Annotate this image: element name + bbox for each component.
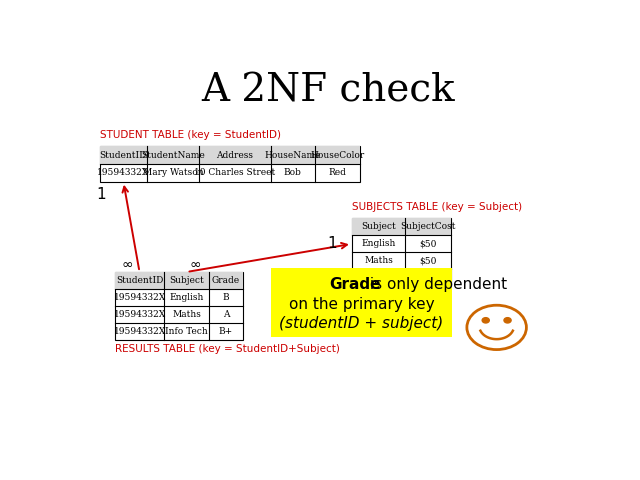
Text: HouseName: HouseName bbox=[264, 151, 321, 160]
Text: $50: $50 bbox=[419, 256, 437, 265]
Text: 1: 1 bbox=[96, 187, 106, 202]
Bar bbox=[352, 218, 451, 287]
Bar bbox=[271, 268, 452, 336]
Text: Mary Watson: Mary Watson bbox=[143, 168, 204, 178]
Text: (studentID + subject): (studentID + subject) bbox=[279, 316, 444, 331]
Text: $100: $100 bbox=[417, 274, 440, 282]
Text: ∞: ∞ bbox=[122, 258, 133, 272]
Text: Grade: Grade bbox=[212, 276, 240, 285]
Text: HouseColor: HouseColor bbox=[310, 151, 365, 160]
Text: Info Tech: Info Tech bbox=[165, 327, 208, 336]
Text: Address: Address bbox=[216, 151, 253, 160]
Text: ∞: ∞ bbox=[190, 258, 202, 272]
Text: Subject: Subject bbox=[361, 222, 396, 231]
Circle shape bbox=[504, 318, 511, 323]
Text: B: B bbox=[223, 293, 229, 302]
Text: on the primary key: on the primary key bbox=[289, 297, 435, 312]
Bar bbox=[115, 272, 243, 340]
Text: A 2NF check: A 2NF check bbox=[201, 72, 455, 109]
Text: 19594332X: 19594332X bbox=[113, 327, 166, 336]
Circle shape bbox=[482, 318, 490, 323]
Text: 19594332X: 19594332X bbox=[113, 310, 166, 319]
Text: Maths: Maths bbox=[364, 256, 393, 265]
Text: English: English bbox=[362, 240, 396, 248]
Text: A: A bbox=[223, 310, 229, 319]
Text: Info Tech: Info Tech bbox=[357, 274, 400, 282]
Text: B+: B+ bbox=[219, 327, 233, 336]
Text: Subject: Subject bbox=[169, 276, 204, 285]
Text: StudentID: StudentID bbox=[100, 151, 147, 160]
Text: 19594332X: 19594332X bbox=[113, 293, 166, 302]
Text: Bob: Bob bbox=[284, 168, 301, 178]
Text: 19594332X: 19594332X bbox=[97, 168, 150, 178]
Bar bbox=[100, 146, 360, 182]
Text: 10 Charles Street: 10 Charles Street bbox=[195, 168, 276, 178]
Text: Red: Red bbox=[328, 168, 346, 178]
Bar bbox=[115, 272, 243, 289]
Text: StudentName: StudentName bbox=[141, 151, 205, 160]
Text: $50: $50 bbox=[419, 240, 437, 248]
Text: StudentID: StudentID bbox=[116, 276, 163, 285]
Text: SUBJECTS TABLE (key = Subject): SUBJECTS TABLE (key = Subject) bbox=[352, 202, 522, 212]
Bar bbox=[352, 218, 451, 235]
Text: 1: 1 bbox=[327, 236, 337, 252]
Text: is only dependent: is only dependent bbox=[365, 277, 507, 292]
Text: English: English bbox=[170, 293, 204, 302]
Text: Maths: Maths bbox=[172, 310, 201, 319]
Text: SubjectCost: SubjectCost bbox=[401, 222, 456, 231]
Text: Grade: Grade bbox=[329, 277, 381, 292]
Text: STUDENT TABLE (key = StudentID): STUDENT TABLE (key = StudentID) bbox=[100, 130, 281, 140]
Bar bbox=[100, 146, 360, 164]
Text: RESULTS TABLE (key = StudentID+Subject): RESULTS TABLE (key = StudentID+Subject) bbox=[115, 345, 340, 354]
